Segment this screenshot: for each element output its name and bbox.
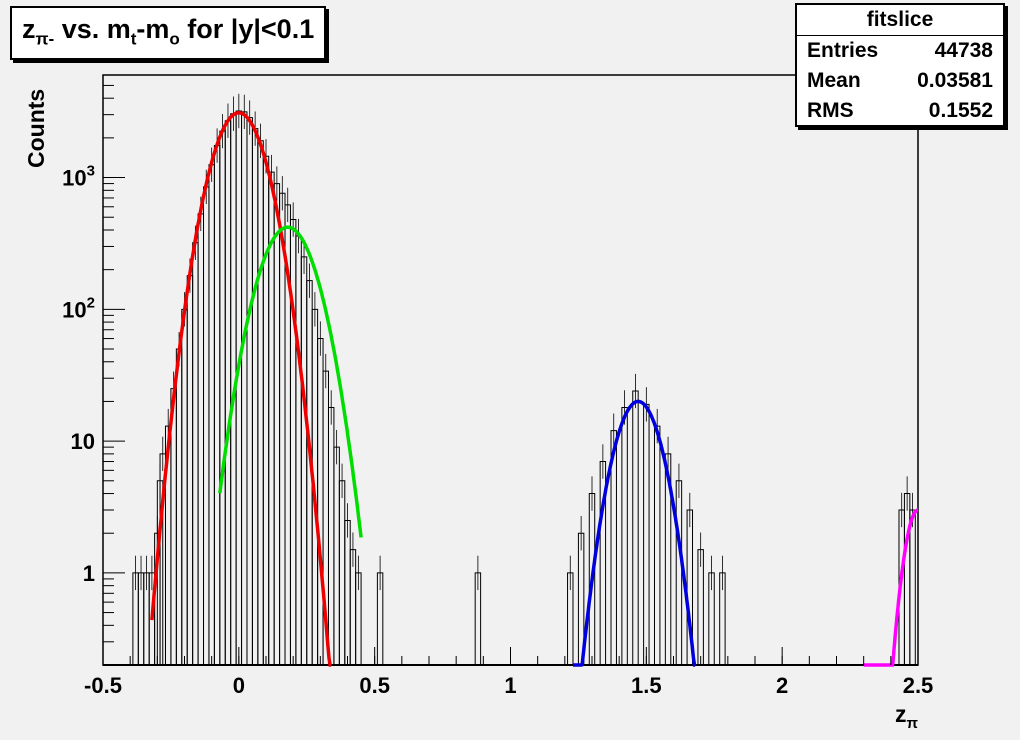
chart-title: zπ- vs. mt-mo for |y|<0.1 [10, 6, 327, 61]
y-tick-label: 102 [62, 294, 95, 322]
stats-value: 0.03581 [917, 69, 993, 92]
axes-layer: -0.5 0 0.5 1 1.5 2 2.5 1 10 102 103 [62, 74, 934, 698]
fit-curve-1 [218, 225, 363, 538]
x-axis-title: zπ [895, 701, 919, 732]
stats-title: fitslice [797, 5, 1003, 36]
stats-row-mean: Mean 0.03581 [797, 66, 1003, 96]
stats-row-rms: RMS 0.1552 [797, 96, 1003, 126]
y-tick-label: 1 [83, 561, 95, 586]
stats-value: 44738 [934, 39, 993, 62]
stats-row-entries: Entries 44738 [797, 36, 1003, 66]
stats-value: 0.1552 [928, 99, 993, 122]
fit-curve-0 [150, 111, 332, 667]
stats-box: fitslice Entries 44738 Mean 0.03581 RMS … [795, 3, 1005, 127]
x-tick-label: 0 [233, 673, 245, 698]
y-tick-label: 10 [71, 429, 95, 454]
x-tick-label: -0.5 [84, 673, 122, 698]
x-tick-label: 1 [504, 673, 516, 698]
x-tick-label: 2.5 [903, 673, 934, 698]
x-tick-label: 0.5 [359, 673, 390, 698]
y-axis-title: Counts [23, 89, 49, 168]
x-tick-label: 1.5 [631, 673, 662, 698]
x-tick-label: 2 [776, 673, 788, 698]
stats-label: Mean [807, 69, 861, 92]
stats-label: RMS [807, 99, 854, 122]
y-tick-label: 103 [62, 163, 95, 191]
stats-label: Entries [807, 39, 879, 62]
fit-curve-2 [573, 399, 697, 667]
